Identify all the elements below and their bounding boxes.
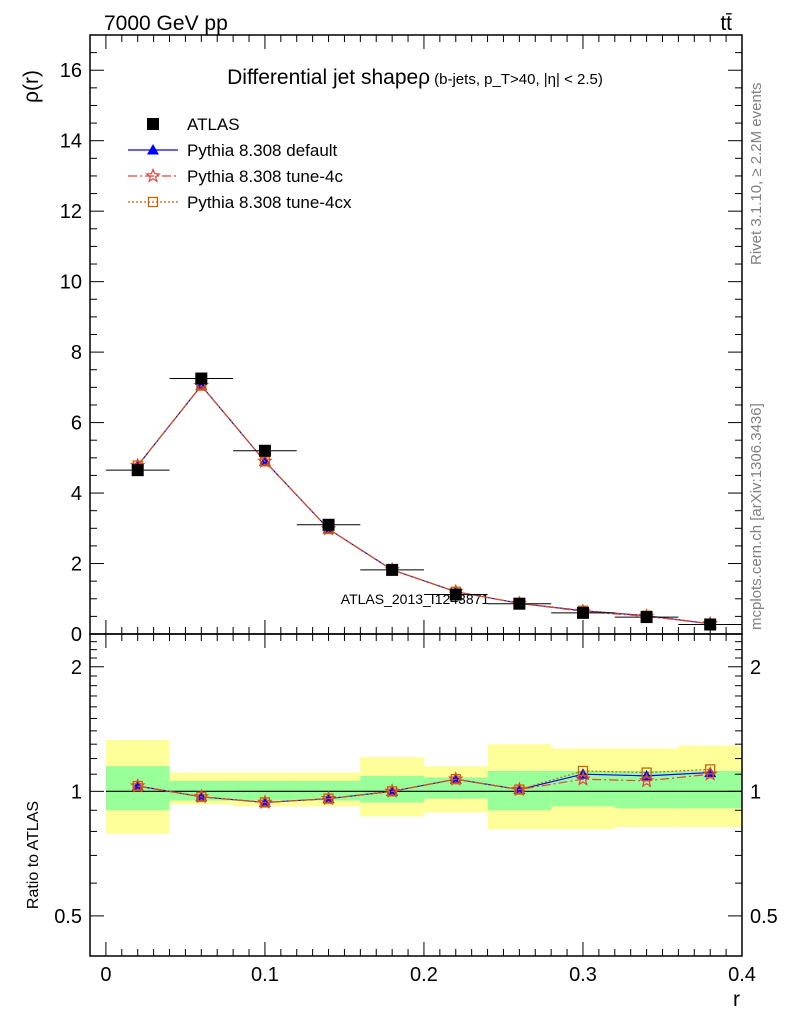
ratio-line-star xyxy=(137,773,711,804)
legend-label: Pythia 8.308 tune-4cx xyxy=(187,193,352,212)
y-tick-label: 10 xyxy=(60,272,82,294)
ratio-y-tick-label-right: 0.5 xyxy=(750,906,778,928)
x-tick-label: 0.4 xyxy=(728,964,756,986)
mcplots-label: mcplots.cern.ch [arXiv:1306.3436] xyxy=(748,403,765,630)
series-line-star xyxy=(137,384,711,625)
atlas-data-point xyxy=(576,606,589,619)
ratio-y-tick-label-left: 1 xyxy=(71,781,82,803)
ratio-point-open-square xyxy=(132,780,143,792)
ratio-y-tick-label-left: 0.5 xyxy=(54,906,82,928)
legend-marker-star xyxy=(145,167,161,183)
chart-title-main: Differential jet shapeρ xyxy=(227,66,430,89)
y-tick-label: 16 xyxy=(60,60,82,82)
x-tick-label: 0.3 xyxy=(569,964,597,986)
ratio-point-open-square xyxy=(514,784,525,795)
ratio-y-tick-label-right: 1 xyxy=(750,781,761,803)
legend-label: Pythia 8.308 tune-4c xyxy=(187,167,343,186)
ratio-point-star xyxy=(638,772,655,788)
chart-title-note: (b-jets, p_T>40, |η| < 2.5) xyxy=(434,71,603,88)
header-left: 7000 GeV pp xyxy=(104,12,228,35)
legend-marker-open-square xyxy=(147,196,159,208)
ratio-point-open-square xyxy=(577,765,589,777)
main-plot-panel: 0 2 4 6 8 10 12 14 16 ρ(r) Differential jet shapeρ… xyxy=(20,34,743,646)
x-tick-label: 0.2 xyxy=(410,964,438,986)
atlas-data-point xyxy=(704,618,717,631)
ratio-point-open-square xyxy=(705,764,716,775)
legend-label: ATLAS xyxy=(187,115,240,134)
legend-marker-triangle xyxy=(147,144,159,155)
ratio-y-tick-label-left: 2 xyxy=(71,657,82,679)
ratio-frame xyxy=(89,633,743,957)
ratio-point-open-square xyxy=(450,774,461,785)
atlas-data-point xyxy=(513,597,526,610)
atlas-data-point xyxy=(449,588,462,601)
ratio-y-axis-label: Ratio to ATLAS xyxy=(25,801,42,909)
ratio-point-star xyxy=(575,771,591,786)
chart-title: Differential jet shapeρ (b-jets, p_T>40, … xyxy=(227,66,603,89)
ratio-y-tick-label-right: 2 xyxy=(750,657,761,679)
atlas-data-point xyxy=(258,444,271,457)
ratio-point-open-square xyxy=(641,767,652,778)
ratio-plot-panel: 0.5 0.5 1 1 2 2 0 0.1 0.2 0.3 0.4 Ratio to ATLAS r xyxy=(25,633,778,1011)
y-axis-label: ρ(r) xyxy=(20,70,43,103)
y-tick-label: 14 xyxy=(60,131,82,153)
ratio-point-open-square xyxy=(259,797,271,808)
atlas-data-point xyxy=(131,464,144,477)
header-right: tt̄ xyxy=(720,12,732,35)
legend-marker-square xyxy=(147,118,159,130)
atlas-data-point xyxy=(640,611,653,624)
ratio-line-open-square xyxy=(137,768,711,804)
x-tick-label: 0 xyxy=(100,964,111,986)
rivet-label: Rivet 3.1.10, ≥ 2.2M events xyxy=(748,83,765,266)
y-tick-label: 0 xyxy=(71,624,82,646)
ratio-point-open-square xyxy=(386,786,398,797)
y-tick-label: 4 xyxy=(71,483,82,505)
x-axis-label: r xyxy=(733,988,740,1011)
data-point-open-square xyxy=(259,456,271,467)
stat-uncertainty-band xyxy=(233,780,297,801)
atlas-data-point xyxy=(386,563,399,576)
y-tick-label: 6 xyxy=(71,413,82,435)
legend-label: Pythia 8.308 default xyxy=(187,141,338,160)
series-line-triangle xyxy=(137,384,711,625)
x-tick-label: 0.1 xyxy=(251,964,279,986)
y-tick-label: 2 xyxy=(71,554,82,576)
atlas-data-point xyxy=(322,518,335,531)
series-line-open-square xyxy=(137,384,711,625)
y-tick-label: 12 xyxy=(60,201,82,223)
y-tick-label: 8 xyxy=(71,342,82,364)
atlas-data-point xyxy=(195,372,208,385)
ratio-point-open-square xyxy=(196,791,207,802)
ratio-point-open-square xyxy=(323,793,334,804)
